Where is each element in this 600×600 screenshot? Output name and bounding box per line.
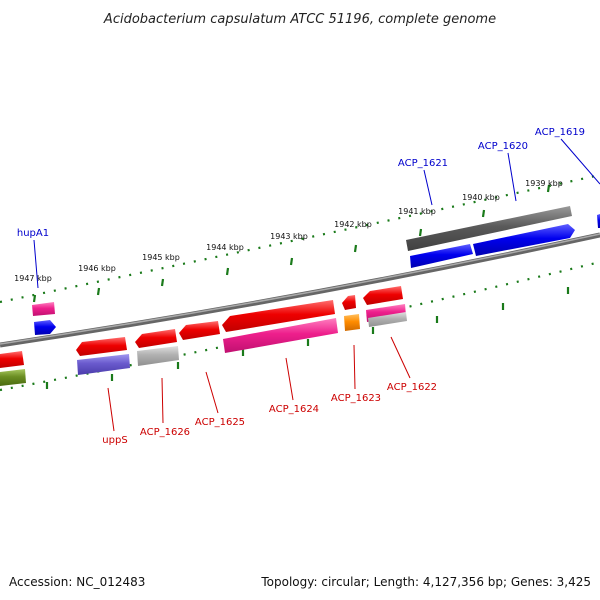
tick-label-1944: 1944 kbp [206, 243, 244, 252]
gene-label-acp1624[interactable]: ACP_1624 [269, 404, 319, 415]
gene-hupa1-blue [34, 320, 56, 335]
map-title: Acidobacterium capsulatum ATCC 51196, co… [103, 12, 496, 27]
genome-summary-text: Topology: circular; Length: 4,127,356 bp… [260, 575, 591, 589]
gene-acp1624-red [222, 300, 335, 332]
gene-edge-red [0, 351, 24, 368]
gene-label-acp1622[interactable]: ACP_1622 [387, 382, 437, 393]
gene-label-acp1619[interactable]: ACP_1619 [535, 127, 585, 138]
gene-acp1622-red [363, 286, 403, 305]
tick-label-1942: 1942 kbp [334, 220, 372, 229]
tick-label-1946: 1946 kbp [78, 264, 116, 273]
tick-label-1941: 1941 kbp [398, 207, 436, 216]
tick-label-1947: 1947 kbp [14, 274, 52, 283]
gene-label-acp1620[interactable]: ACP_1620 [478, 141, 528, 152]
gene-edge-olive [0, 369, 26, 386]
tick-label-1943: 1943 kbp [270, 232, 308, 241]
inner-major-ticks [45, 287, 570, 389]
gene-acp1623-red [342, 295, 356, 310]
gene-acp1620-feature [406, 206, 572, 251]
gene-acp1623-orange [344, 314, 360, 331]
gene-label-acp1626[interactable]: ACP_1626 [140, 427, 190, 438]
gene-hupa1-pink [32, 302, 55, 316]
gene-acp1620-blue [473, 224, 575, 256]
gene-acp1625-red [179, 321, 220, 340]
genome-backbone [0, 232, 600, 348]
tick-label-1945: 1945 kbp [142, 253, 180, 262]
tick-label-1939: 1939 kbp [525, 179, 563, 188]
gene-label-acp1621[interactable]: ACP_1621 [398, 158, 448, 169]
gene-acp1626-red [135, 329, 177, 348]
gene-acp1626-gray [137, 346, 179, 366]
gene-label-acp1625[interactable]: ACP_1625 [195, 417, 245, 428]
gene-acp1621-blue [410, 244, 473, 268]
gene-acp1622-gray [368, 312, 407, 327]
gene-label-hupa1[interactable]: hupA1 [17, 228, 49, 239]
gene-label-upps[interactable]: uppS [102, 435, 127, 446]
gene-acp1619-blue [597, 214, 600, 228]
gene-acp1624-pink [223, 318, 338, 353]
red-leader-lines [107, 336, 411, 432]
gene-upps-purple [77, 354, 130, 375]
outer-major-ticks [32, 184, 551, 303]
gene-label-acp1623[interactable]: ACP_1623 [331, 393, 381, 404]
tick-label-1940: 1940 kbp [462, 193, 500, 202]
gene-upps-red [76, 337, 127, 356]
blue-leader-lines [33, 138, 600, 289]
accession-text: Accession: NC_012483 [9, 575, 145, 589]
